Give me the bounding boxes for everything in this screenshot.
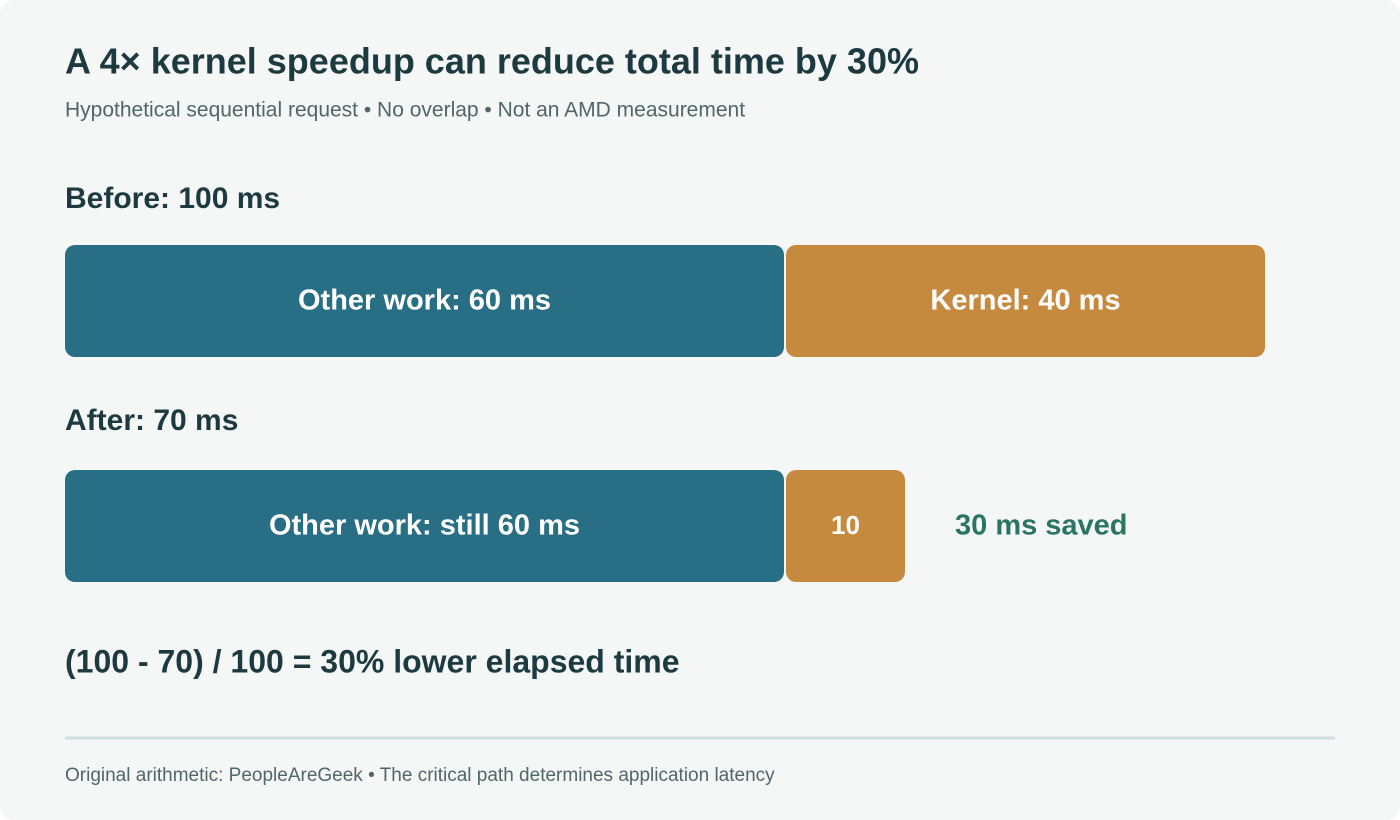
bar-segment bbox=[786, 245, 1265, 357]
segment-label: 10 bbox=[831, 510, 860, 540]
segment-label: Other work: still 60 ms bbox=[269, 510, 580, 542]
annotation: 30 ms saved bbox=[955, 510, 1128, 542]
chart-title: A 4× kernel speedup can reduce total tim… bbox=[65, 41, 919, 82]
segment-label: Kernel: 40 ms bbox=[930, 285, 1120, 317]
formula: (100 - 70) / 100 = 30% lower elapsed tim… bbox=[65, 643, 680, 679]
segment-label: Other work: 60 ms bbox=[298, 285, 551, 317]
chart-subtitle: Hypothetical sequential request • No ove… bbox=[65, 99, 745, 122]
bar-segment bbox=[786, 470, 905, 582]
row-label: After: 70 ms bbox=[65, 404, 238, 437]
footer: Original arithmetic: PeopleAreGeek • The… bbox=[65, 765, 775, 786]
bar-segment bbox=[65, 245, 784, 357]
row-label: Before: 100 ms bbox=[65, 182, 280, 215]
bar-segment bbox=[65, 470, 784, 582]
